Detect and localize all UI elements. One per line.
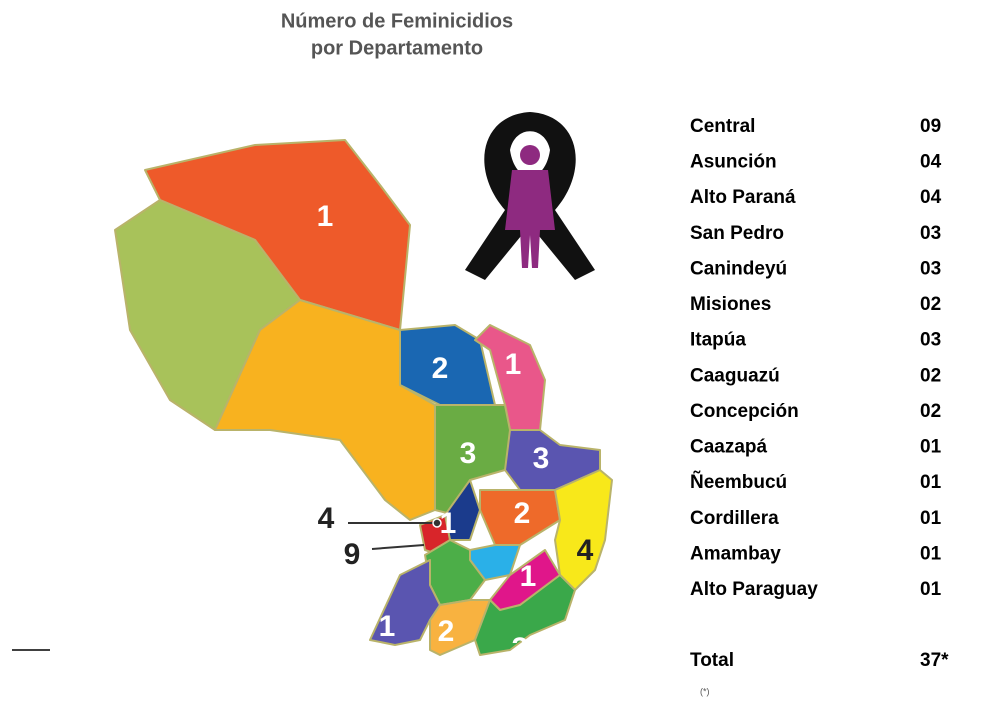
title-line: por Departamento bbox=[311, 37, 483, 59]
department-name: Amambay bbox=[690, 543, 781, 564]
map bbox=[114, 139, 613, 656]
department-name: Asunción bbox=[690, 152, 777, 173]
department-count: 01 bbox=[920, 579, 942, 600]
department-count: 03 bbox=[920, 330, 941, 351]
department-name: Caazapá bbox=[690, 437, 768, 458]
region-label: 3 bbox=[533, 442, 550, 475]
department-name: Caaguazú bbox=[690, 365, 780, 386]
department-name: San Pedro bbox=[690, 223, 784, 244]
region-label: 1 bbox=[440, 507, 457, 540]
department-count: 09 bbox=[920, 116, 941, 137]
department-count: 01 bbox=[920, 508, 942, 529]
region-label: 4 bbox=[577, 534, 594, 567]
title-line: Número de Feminicidios bbox=[281, 10, 513, 32]
department-count: 04 bbox=[920, 152, 942, 173]
department-count: 04 bbox=[920, 187, 942, 208]
department-count: 01 bbox=[920, 543, 942, 564]
department-count: 03 bbox=[920, 258, 941, 279]
region-label: 1 bbox=[317, 200, 334, 233]
department-count: 01 bbox=[920, 437, 942, 458]
region-label: 3 bbox=[460, 437, 477, 470]
department-name: Canindeyú bbox=[690, 258, 787, 279]
department-count: 03 bbox=[920, 223, 941, 244]
total-value: 37* bbox=[920, 650, 949, 671]
region-label: 1 bbox=[505, 348, 522, 381]
region-label: 9 bbox=[344, 538, 361, 571]
footnote: (*) bbox=[700, 686, 710, 696]
department-name: Ñeembucú bbox=[690, 471, 787, 493]
region-label: 2 bbox=[438, 615, 455, 648]
department-name: Itapúa bbox=[690, 330, 746, 351]
department-name: Misiones bbox=[690, 294, 771, 315]
region-label: 3 bbox=[512, 632, 529, 665]
region-label: 1 bbox=[379, 610, 396, 643]
department-name: Cordillera bbox=[690, 508, 779, 529]
total-label: Total bbox=[690, 650, 734, 671]
department-name: Central bbox=[690, 116, 755, 137]
department-count: 01 bbox=[920, 472, 942, 493]
ribbon-icon bbox=[465, 112, 595, 280]
department-name: Concepción bbox=[690, 401, 799, 422]
department-count: 02 bbox=[920, 365, 941, 386]
department-name: Alto Paraná bbox=[690, 187, 796, 208]
region-label: 2 bbox=[432, 352, 449, 385]
region-label: 2 bbox=[514, 497, 531, 530]
region-label: 4 bbox=[318, 502, 335, 535]
department-name: Alto Paraguay bbox=[690, 579, 818, 600]
department-count: 02 bbox=[920, 294, 941, 315]
department-count: 02 bbox=[920, 401, 941, 422]
region-label: 1 bbox=[520, 560, 537, 593]
